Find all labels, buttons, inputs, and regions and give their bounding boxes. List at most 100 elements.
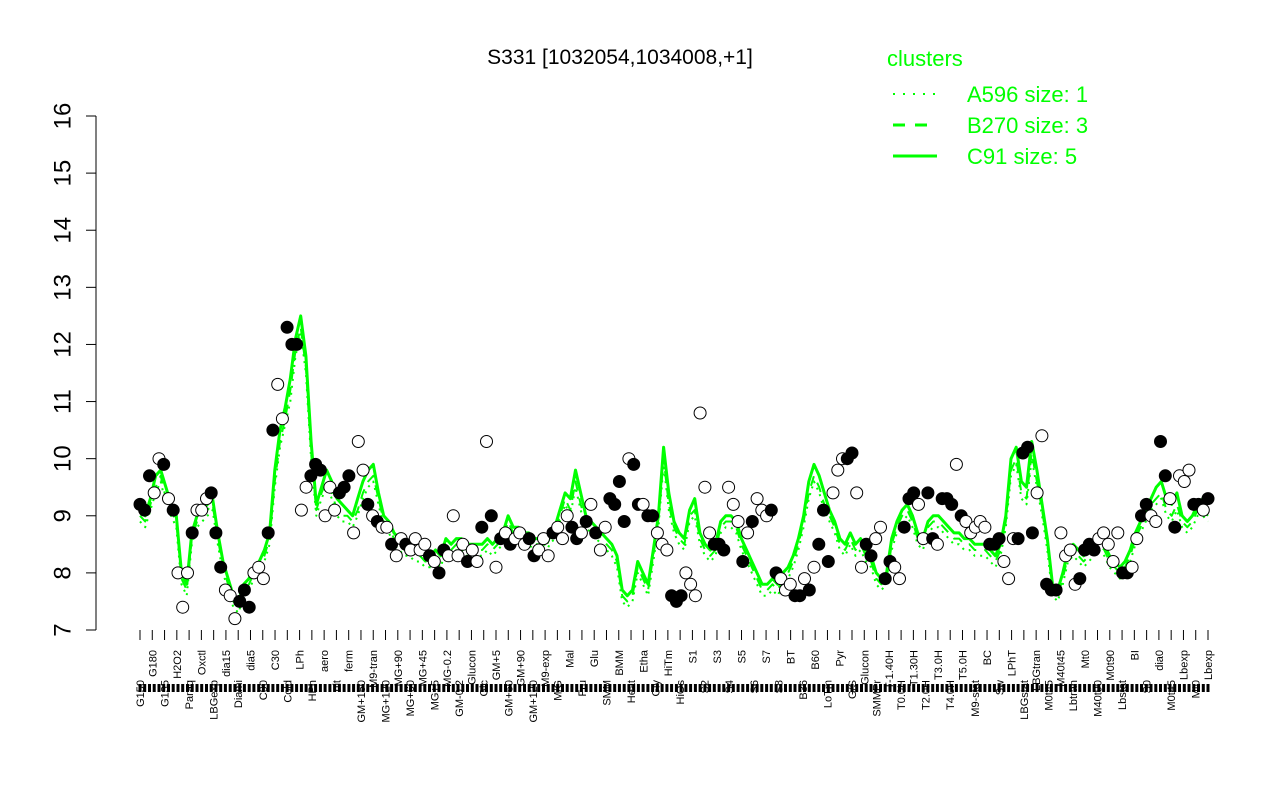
data-point [921,486,935,500]
data-point [1054,526,1068,540]
data-point [489,560,503,574]
data-point [389,549,403,563]
data-point [223,589,237,603]
x-tick-label: Etha [638,649,650,673]
rug-mark [1026,684,1030,692]
rug-mark [176,684,180,692]
rug-mark [257,684,261,692]
series-line-solid [138,314,1210,603]
rug-mark [893,684,897,692]
data-point [499,526,512,540]
rug-mark [1111,684,1115,692]
data-point [793,589,807,603]
data-point [456,537,470,551]
data-point [351,435,365,448]
x-tick-label: MG+90 [393,650,405,686]
x-tick-label: LBGtran [1031,650,1043,691]
rug-mark [475,684,479,692]
rug-mark [428,684,431,692]
x-tick-label: LPh [295,650,307,670]
rug-mark [636,684,640,692]
data-point [802,583,816,597]
rug-mark [613,684,617,692]
data-point [826,486,840,500]
data-point [427,555,441,568]
data-point [451,549,465,563]
x-tick-label: dia5 [245,650,257,671]
x-tick-label: BI [1129,650,1141,660]
rug-mark [845,684,849,692]
rug-mark [727,684,731,692]
rug-mark [598,684,602,692]
x-tick-label: S7 [761,650,773,663]
data-point [693,406,707,420]
rug-mark [712,684,716,692]
rug-mark [442,684,446,692]
data-point [579,515,593,528]
rug-mark [978,684,982,692]
rug-mark [186,684,189,692]
x-tick-label: M0t45 [1166,680,1178,711]
data-point [176,600,190,614]
x-tick-label: Glucon [859,650,871,685]
data-point [147,486,161,500]
data-point [731,515,745,528]
rug-mark [1159,684,1162,692]
rug-mark [1049,684,1053,692]
rug-mark [940,684,944,692]
data-point [774,572,788,586]
rug-mark [1178,684,1181,692]
rug-mark [556,684,560,692]
rug-mark [769,684,773,692]
data-point [679,566,693,580]
rug-mark [1045,684,1049,692]
rug-mark [1064,684,1068,692]
rug-mark [584,684,588,692]
rug-mark [954,684,958,692]
x-tick-label: BT [786,650,798,664]
data-point [598,520,612,534]
rug-mark [470,684,474,692]
data-point [646,509,660,523]
x-tick-label: GM+90 [516,650,528,686]
rug-mark [494,684,498,692]
rug-mark [997,684,1001,692]
rug-mark [1130,684,1134,692]
data-point [845,446,859,460]
rug-mark [831,684,835,692]
data-point [736,555,750,568]
data-point [233,594,247,608]
rug-mark [309,684,313,692]
rug-mark [451,684,455,692]
rug-mark [874,684,878,692]
data-point [214,560,228,574]
data-point [1182,463,1196,477]
x-tick-label: Glc [479,680,491,697]
rug-mark [143,684,147,692]
data-point [1011,532,1025,546]
rug-mark [617,684,621,692]
data-point [798,572,811,586]
data-point [1002,572,1016,586]
rug-mark [404,684,408,692]
data-point [1130,532,1144,546]
x-tick-label: M9-exp [540,650,552,687]
rug-mark [318,684,322,692]
rug-mark [774,684,778,692]
rug-mark [793,684,797,692]
rug-mark [148,684,151,692]
data-point [1087,543,1101,557]
rug-mark [200,684,204,692]
x-tick-label: M40t45 [1056,650,1068,687]
rug-mark [1059,684,1063,692]
rug-mark [779,684,783,692]
x-tick-label: LoTm [822,680,834,708]
rug-mark [860,684,863,692]
data-point [256,572,270,586]
x-tick-label: Mt0 [1080,650,1092,668]
data-point [480,435,493,448]
rug-mark [271,684,275,692]
rug-mark [385,684,389,692]
rug-mark [684,684,688,692]
